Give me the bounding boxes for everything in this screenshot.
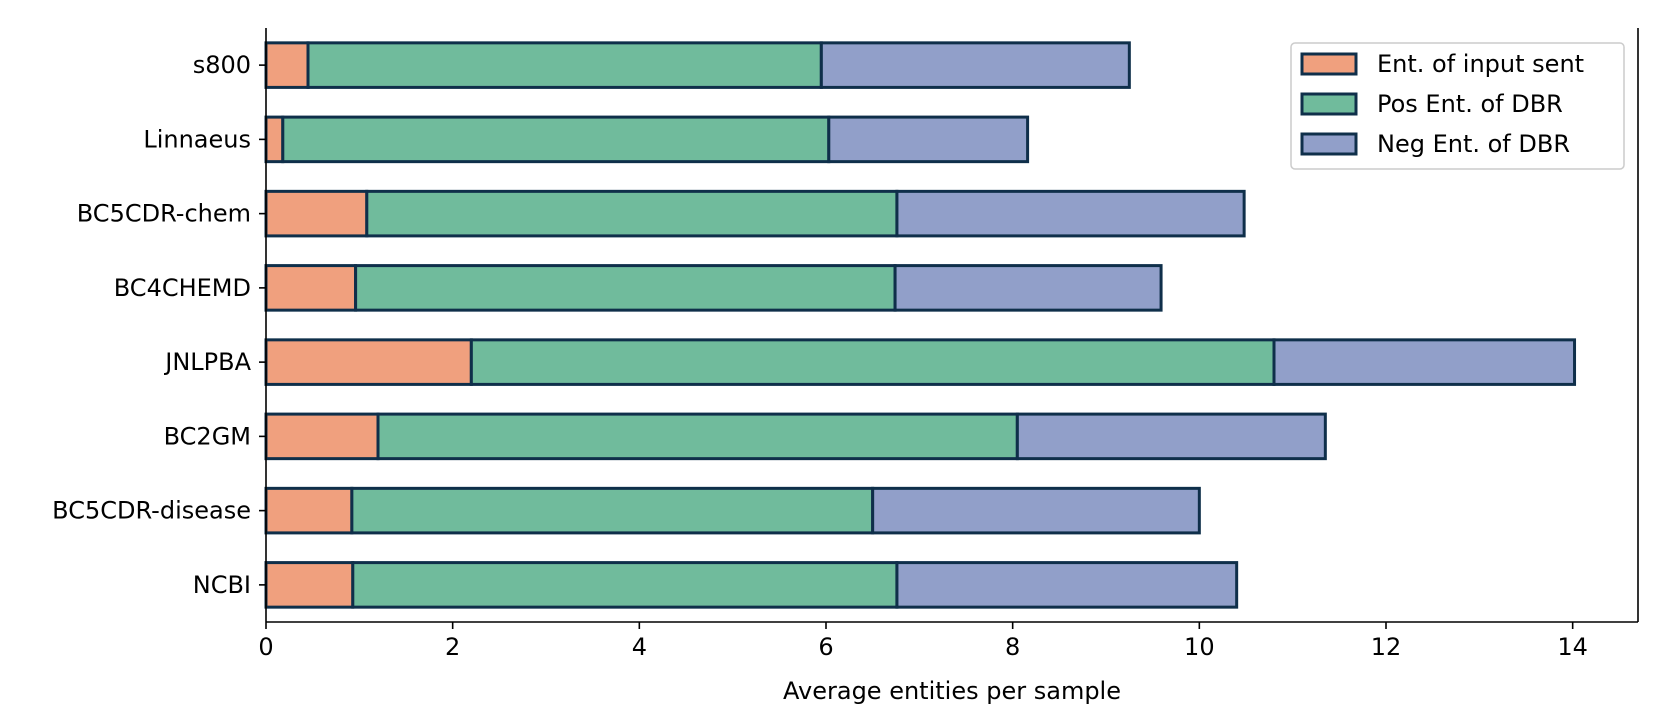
y-tick-label: Linnaeus (143, 125, 251, 153)
bar-bc5cdr-disease-series-3 (871, 486, 1201, 535)
y-tick-label: BC5CDR-disease (52, 497, 251, 525)
bar-bc5cdr-disease-series-1 (264, 486, 354, 535)
bar-jnlpba-series-1 (264, 338, 473, 386)
legend-items: Ent. of input sent Pos Ent. of DBR Neg Ent… (1300, 50, 1584, 158)
legend-swatch (1300, 52, 1358, 76)
bar-jnlpba-series-2 (469, 338, 1276, 386)
bar-bc4chemd-series-2 (354, 264, 897, 312)
bar-linnaeus-series-3 (827, 115, 1030, 164)
y-ticks: s800 Linnaeus BC5CDR-chem BC4CHEMD JNLPBA BC2… (52, 51, 266, 599)
bar-bc2gm-series-3 (1015, 412, 1327, 461)
legend-swatch (1300, 92, 1358, 116)
bar-linnaeus-series-1 (264, 115, 285, 164)
bar-bc4chemd-series-3 (893, 264, 1163, 312)
y-tick-label: BC4CHEMD (114, 274, 251, 302)
x-tick-label: 4 (632, 633, 647, 661)
y-tick-label: JNLPBA (163, 348, 251, 376)
x-tick-label: 10 (1184, 633, 1215, 661)
bar-s800-series-3 (819, 41, 1131, 89)
legend-label: Ent. of input sent (1377, 50, 1584, 78)
axes-layer (265, 28, 1639, 623)
bar-bc2gm-series-1 (264, 412, 380, 461)
y-tick-label: NCBI (193, 571, 251, 599)
bar-bc5cdr-chem-series-1 (264, 189, 369, 238)
legend-frame (1290, 42, 1625, 170)
bar-s800-series-1 (264, 41, 310, 89)
x-tick-label: 6 (818, 633, 833, 661)
x-tick-label: 0 (258, 633, 273, 661)
x-tick-label: 8 (1005, 633, 1020, 661)
legend-label: Neg Ent. of DBR (1377, 130, 1570, 158)
x-tick-label: 2 (445, 633, 460, 661)
x-tick-label: 14 (1557, 633, 1588, 661)
y-tick-label: BC2GM (164, 422, 251, 450)
bar-ncbi-series-3 (895, 561, 1239, 609)
y-tick-label: s800 (193, 51, 251, 79)
bar-ncbi-series-2 (351, 561, 899, 609)
legend: Ent. of input sent Pos Ent. of DBR Neg Ent… (1290, 42, 1625, 170)
legend-swatch (1300, 132, 1358, 156)
bar-bc4chemd-series-1 (264, 264, 358, 312)
bar-ncbi-series-1 (264, 561, 355, 609)
bar-bc5cdr-chem-series-2 (365, 189, 899, 238)
y-tick-label: BC5CDR-chem (77, 200, 251, 228)
bar-bc5cdr-disease-series-2 (350, 486, 875, 535)
bars-layer (264, 41, 1577, 609)
x-ticks: 0 2 4 6 8 10 12 14 (258, 622, 1588, 661)
bar-bc5cdr-chem-series-3 (895, 189, 1246, 238)
x-tick-label: 12 (1371, 633, 1402, 661)
legend-label: Pos Ent. of DBR (1377, 90, 1563, 118)
bar-s800-series-2 (306, 41, 823, 89)
bar-linnaeus-series-2 (281, 115, 831, 164)
bar-bc2gm-series-2 (376, 412, 1019, 461)
bar-jnlpba-series-3 (1272, 338, 1577, 386)
x-axis-title: Average entities per sample (783, 677, 1121, 705)
